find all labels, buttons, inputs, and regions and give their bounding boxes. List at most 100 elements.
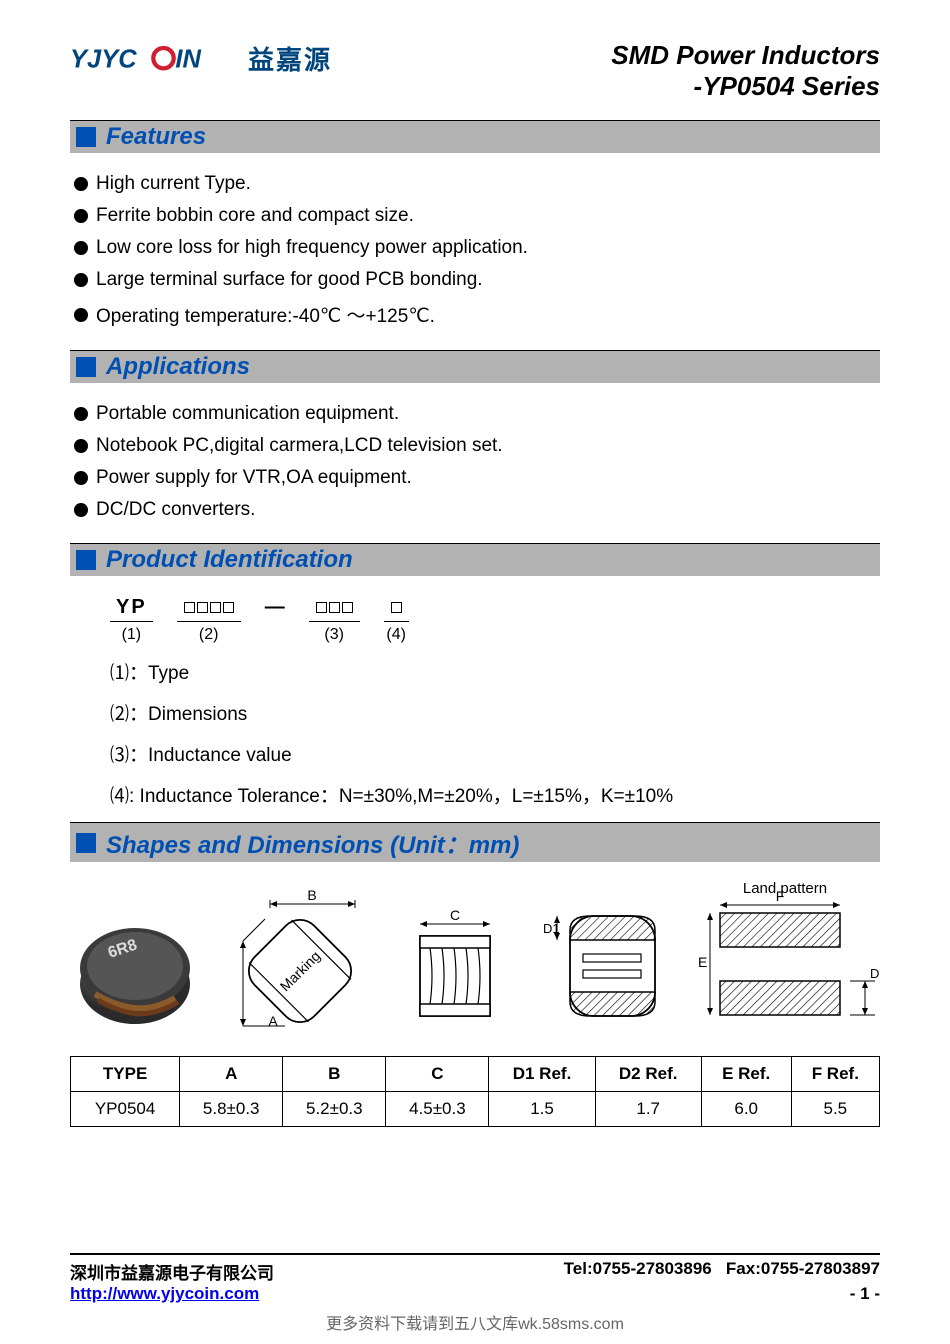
section-shapes-bar: Shapes and Dimensions (Unit：mm) bbox=[70, 822, 880, 862]
th-a: A bbox=[180, 1057, 283, 1092]
bullet-icon bbox=[74, 273, 88, 287]
footer-contact: Tel:0755-27803896 Fax:0755-27803897 bbox=[564, 1259, 880, 1284]
pid-top-4 bbox=[384, 596, 409, 622]
doc-title: SMD Power Inductors -YP0504 Series bbox=[611, 40, 880, 102]
application-text: DC/DC converters. bbox=[96, 499, 255, 521]
label-F: F bbox=[776, 888, 785, 904]
footer-tel: Tel:0755-27803896 bbox=[564, 1259, 712, 1278]
pid-idx-4: (4) bbox=[384, 626, 409, 644]
section-productid-bar: Product Identification bbox=[70, 543, 880, 576]
watermark: 更多资料下载请到五八文库wk.58sms.com bbox=[0, 1310, 950, 1334]
diagram-bottom-view: D1 bbox=[535, 896, 665, 1036]
td-d1: 1.5 bbox=[489, 1092, 595, 1127]
td-c: 4.5±0.3 bbox=[386, 1092, 489, 1127]
pid-idx-3: (3) bbox=[309, 626, 360, 644]
section-shapes-title: Shapes and Dimensions (Unit：mm) bbox=[106, 825, 519, 860]
pid-part-1: YP (1) bbox=[110, 596, 153, 644]
diagrams-row: 6R8 Marking B A bbox=[70, 876, 880, 1036]
application-text: Power supply for VTR,OA equipment. bbox=[96, 467, 412, 489]
title-line-1: SMD Power Inductors bbox=[611, 40, 880, 71]
feature-text: High current Type. bbox=[96, 173, 251, 195]
dimensions-table: TYPE A B C D1 Ref. D2 Ref. E Ref. F Ref.… bbox=[70, 1056, 880, 1127]
header: YJYC IN 益嘉源 SMD Power Inductors -YP0504 … bbox=[70, 40, 880, 102]
svg-text:YJYC: YJYC bbox=[70, 45, 137, 73]
component-photo: 6R8 bbox=[70, 906, 200, 1036]
logo-mark: YJYC IN bbox=[70, 41, 240, 77]
footer-row-1: 深圳市益嘉源电子有限公司 Tel:0755-27803896 Fax:0755-… bbox=[70, 1259, 880, 1284]
pid-idx-1: (1) bbox=[110, 626, 153, 644]
logo: YJYC IN 益嘉源 bbox=[70, 40, 332, 77]
pid-part-3: (3) bbox=[309, 596, 360, 644]
th-f: F Ref. bbox=[791, 1057, 879, 1092]
feature-text: Large terminal surface for good PCB bond… bbox=[96, 269, 483, 291]
footer-fax: Fax:0755-27803897 bbox=[726, 1259, 880, 1278]
feature-item: Large terminal surface for good PCB bond… bbox=[74, 269, 876, 291]
td-a: 5.8±0.3 bbox=[180, 1092, 283, 1127]
logo-cn-text: 益嘉源 bbox=[248, 40, 332, 77]
section-square-icon bbox=[76, 357, 96, 377]
feature-item: High current Type. bbox=[74, 173, 876, 195]
product-id-codes: YP (1) (2) — (3) (4) bbox=[110, 596, 880, 644]
pid-desc-1: ⑴：Type bbox=[110, 658, 880, 685]
label-land-pattern: Land pattern bbox=[743, 881, 827, 897]
footer: 深圳市益嘉源电子有限公司 Tel:0755-27803896 Fax:0755-… bbox=[70, 1253, 880, 1304]
pid-dash: — bbox=[265, 596, 285, 619]
pid-desc-2: ⑵：Dimensions bbox=[110, 699, 880, 726]
bullet-icon bbox=[74, 439, 88, 453]
th-c: C bbox=[386, 1057, 489, 1092]
th-e: E Ref. bbox=[701, 1057, 791, 1092]
features-list: High current Type. Ferrite bobbin core a… bbox=[70, 153, 880, 344]
section-features-title: Features bbox=[106, 123, 206, 151]
label-D2: D2 bbox=[870, 966, 880, 981]
section-square-icon bbox=[76, 550, 96, 570]
application-text: Portable communication equipment. bbox=[96, 403, 399, 425]
feature-text: Low core loss for high frequency power a… bbox=[96, 237, 528, 259]
section-productid-title: Product Identification bbox=[106, 546, 353, 574]
feature-item: Operating temperature:-40℃ ～+125℃. bbox=[74, 301, 876, 328]
pid-desc-3: ⑶：Inductance value bbox=[110, 740, 880, 767]
footer-row-2: http://www.yjycoin.com - 1 - bbox=[70, 1284, 880, 1304]
section-square-icon bbox=[76, 833, 96, 853]
table-row: YP0504 5.8±0.3 5.2±0.3 4.5±0.3 1.5 1.7 6… bbox=[71, 1092, 880, 1127]
bullet-icon bbox=[74, 407, 88, 421]
section-applications-bar: Applications bbox=[70, 350, 880, 383]
pid-part-2: (2) bbox=[177, 596, 241, 644]
th-d2: D2 Ref. bbox=[595, 1057, 701, 1092]
td-f: 5.5 bbox=[791, 1092, 879, 1127]
td-b: 5.2±0.3 bbox=[283, 1092, 386, 1127]
applications-list: Portable communication equipment. Notebo… bbox=[70, 383, 880, 537]
th-type: TYPE bbox=[71, 1057, 180, 1092]
section-applications-title: Applications bbox=[106, 353, 250, 381]
footer-page: - 1 - bbox=[850, 1284, 880, 1304]
pid-top-2 bbox=[177, 596, 241, 622]
bullet-icon bbox=[74, 177, 88, 191]
application-text: Notebook PC,digital carmera,LCD televisi… bbox=[96, 435, 503, 457]
feature-item: Low core loss for high frequency power a… bbox=[74, 237, 876, 259]
application-item: Portable communication equipment. bbox=[74, 403, 876, 425]
table-header-row: TYPE A B C D1 Ref. D2 Ref. E Ref. F Ref. bbox=[71, 1057, 880, 1092]
th-b: B bbox=[283, 1057, 386, 1092]
feature-text: Ferrite bobbin core and compact size. bbox=[96, 205, 414, 227]
bullet-icon bbox=[74, 241, 88, 255]
td-d2: 1.7 bbox=[595, 1092, 701, 1127]
svg-text:IN: IN bbox=[175, 45, 201, 73]
bullet-icon bbox=[74, 471, 88, 485]
bullet-icon bbox=[74, 209, 88, 223]
td-e: 6.0 bbox=[701, 1092, 791, 1127]
application-item: Notebook PC,digital carmera,LCD televisi… bbox=[74, 435, 876, 457]
label-D1: D1 bbox=[543, 921, 560, 936]
diagram-land-pattern: Land pattern F E D2 bbox=[690, 881, 880, 1036]
section-features-bar: Features bbox=[70, 120, 880, 153]
pid-idx-2: (2) bbox=[177, 626, 241, 644]
label-B: B bbox=[307, 887, 316, 903]
bullet-icon bbox=[74, 308, 88, 322]
section-square-icon bbox=[76, 127, 96, 147]
footer-url[interactable]: http://www.yjycoin.com bbox=[70, 1284, 259, 1304]
footer-company: 深圳市益嘉源电子有限公司 bbox=[70, 1259, 274, 1284]
label-E: E bbox=[698, 954, 707, 970]
product-id-descriptions: ⑴：Type ⑵：Dimensions ⑶：Inductance value ⑷… bbox=[110, 658, 880, 808]
label-A: A bbox=[268, 1013, 278, 1029]
feature-item: Ferrite bobbin core and compact size. bbox=[74, 205, 876, 227]
title-line-2: -YP0504 Series bbox=[611, 71, 880, 102]
pid-part-4: (4) bbox=[384, 596, 409, 644]
